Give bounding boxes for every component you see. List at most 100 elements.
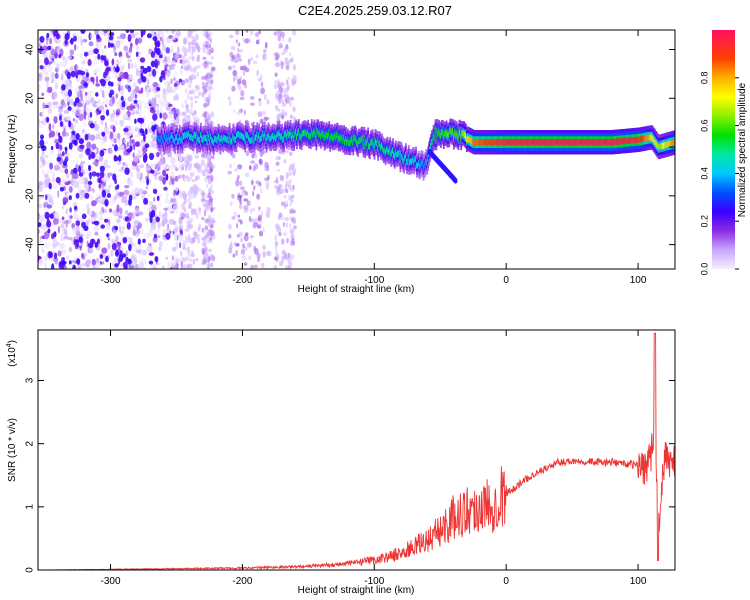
- noise-cell: [73, 180, 80, 189]
- ridge-cell: [198, 136, 200, 143]
- noise-cell: [243, 110, 246, 115]
- noise-cell: [42, 117, 46, 122]
- ridge-cell: [504, 139, 507, 146]
- noise-cell: [80, 228, 84, 234]
- ridge-cell: [329, 136, 332, 143]
- noise-cell: [283, 159, 287, 164]
- noise-cell: [120, 74, 126, 79]
- snr-plot-area: [38, 330, 675, 570]
- ridge-cell: [261, 130, 264, 137]
- ridge-cell: [540, 139, 543, 146]
- noise-cell: [258, 99, 262, 107]
- ridge-cell: [560, 139, 562, 146]
- noise-cell: [190, 32, 193, 39]
- noise-cell: [78, 176, 83, 184]
- ridge-cell: [313, 128, 316, 135]
- noise-cell: [49, 37, 53, 45]
- ridge-cell: [226, 136, 229, 143]
- noise-cell: [265, 211, 270, 219]
- noise-cell: [244, 172, 250, 178]
- noise-cell: [278, 43, 283, 49]
- noise-cell: [116, 218, 121, 224]
- spectrogram-x-label: Height of straight line (km): [298, 284, 415, 295]
- ridge-cell: [563, 139, 566, 146]
- noise-cell: [100, 54, 105, 61]
- noise-cell: [88, 154, 92, 161]
- ridge-cell: [263, 131, 266, 138]
- noise-cell: [81, 253, 86, 260]
- noise-cell: [182, 246, 187, 251]
- noise-cell: [83, 123, 87, 127]
- noise-cell: [174, 175, 179, 182]
- noise-cell: [172, 228, 179, 233]
- noise-cell: [90, 151, 96, 159]
- noise-cell: [57, 132, 61, 138]
- noise-cell: [209, 74, 213, 79]
- noise-cell: [277, 82, 281, 90]
- noise-cell: [127, 58, 132, 63]
- noise-cell: [73, 35, 77, 42]
- ridge-cell: [546, 139, 549, 146]
- noise-cell: [134, 93, 138, 99]
- ridge-cell: [347, 139, 350, 146]
- noise-cell: [57, 148, 61, 155]
- noise-cell: [41, 108, 45, 112]
- noise-cell: [273, 265, 278, 269]
- noise-cell: [158, 213, 163, 219]
- ridge-cell: [600, 139, 603, 146]
- ridge-cell: [672, 139, 675, 146]
- ridge-cell: [443, 130, 446, 137]
- noise-cell: [186, 212, 190, 219]
- noise-cell: [145, 186, 148, 190]
- ridge-cell: [544, 139, 547, 146]
- noise-cell: [95, 115, 98, 123]
- noise-cell: [280, 188, 286, 193]
- noise-cell: [64, 39, 68, 46]
- noise-cell: [208, 177, 211, 184]
- noise-cell: [275, 155, 280, 161]
- ridge-cell: [365, 138, 368, 146]
- noise-cell: [108, 92, 113, 98]
- noise-cell: [80, 70, 86, 76]
- noise-cell: [70, 37, 74, 45]
- noise-cell: [84, 82, 88, 87]
- ridge-cell: [527, 139, 530, 146]
- ridge-cell: [501, 139, 503, 146]
- ridge-cell: [393, 151, 395, 158]
- noise-cell: [187, 41, 192, 46]
- x-tick-label: -200: [232, 576, 252, 587]
- noise-cell: [95, 68, 101, 73]
- noise-cell: [136, 46, 140, 50]
- ridge-cell: [229, 136, 232, 144]
- noise-cell: [254, 32, 260, 38]
- noise-cell: [231, 85, 236, 92]
- noise-cell: [112, 209, 118, 215]
- noise-cell: [202, 258, 205, 263]
- noise-cell: [130, 189, 137, 197]
- noise-cell: [43, 202, 47, 209]
- noise-cell: [79, 144, 85, 150]
- noise-cell: [210, 184, 213, 188]
- noise-cell: [103, 71, 107, 79]
- noise-cell: [55, 40, 58, 44]
- noise-cell: [46, 204, 53, 209]
- ridge-cell: [537, 139, 539, 146]
- noise-cell: [38, 84, 41, 91]
- noise-cell: [97, 53, 101, 60]
- noise-cell: [117, 161, 122, 166]
- noise-cell: [188, 83, 192, 89]
- noise-cell: [61, 102, 67, 108]
- noise-cell: [38, 73, 43, 82]
- noise-cell: [210, 229, 215, 237]
- ridge-cell: [564, 139, 567, 146]
- ridge-cell: [473, 139, 476, 146]
- ridge-cell: [402, 156, 405, 163]
- noise-cell: [242, 37, 245, 43]
- noise-cell: [166, 227, 171, 233]
- ridge-cell: [659, 143, 662, 150]
- noise-cell: [256, 193, 261, 200]
- noise-cell: [134, 134, 140, 138]
- noise-cell: [175, 116, 180, 125]
- noise-cell: [64, 57, 68, 64]
- ridge-cell: [287, 131, 290, 139]
